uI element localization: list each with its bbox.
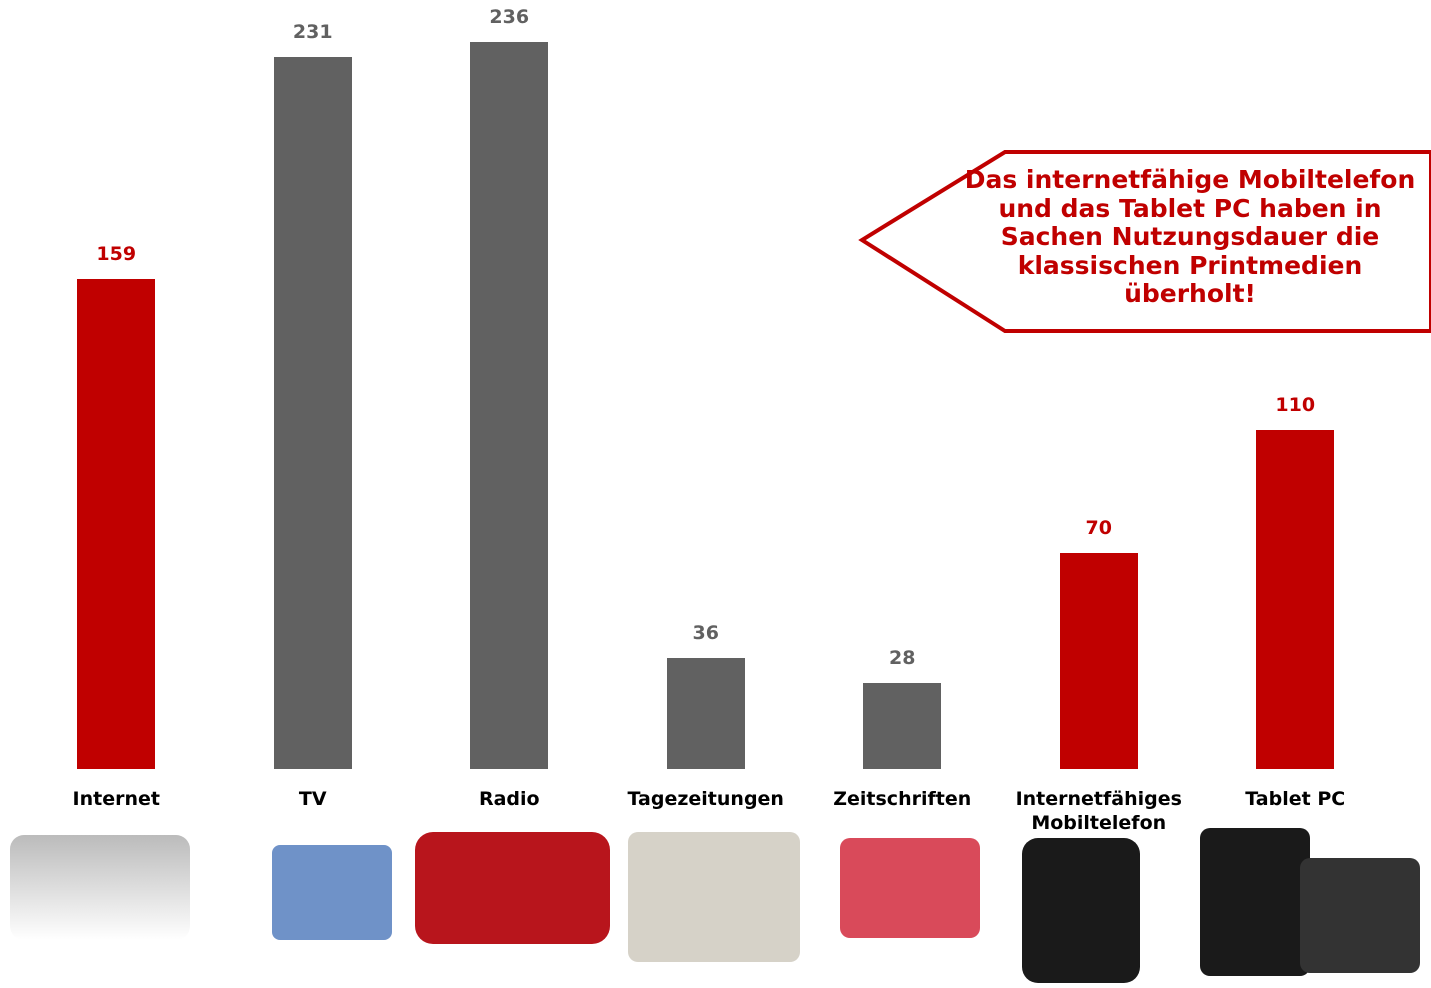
x-tick-label: Internet <box>18 787 214 811</box>
tv-image <box>272 845 392 940</box>
chart: Das internetfähige Mobiltelefon und das … <box>0 0 1431 988</box>
value-label: 36 <box>646 622 766 644</box>
phone-image <box>1022 838 1140 983</box>
internet-image <box>10 835 190 940</box>
bar <box>667 658 745 769</box>
bar <box>1060 553 1138 769</box>
bar <box>77 279 155 769</box>
x-tick-label: Tablet PC <box>1197 787 1393 811</box>
bar <box>274 57 352 769</box>
value-label: 231 <box>253 21 373 43</box>
x-tick-label: Zeitschriften <box>804 787 1000 811</box>
bar <box>863 683 941 769</box>
x-tick-label: TV <box>215 787 411 811</box>
newspaper-image <box>628 832 800 962</box>
x-tick-label: Internetfähiges Mobiltelefon <box>1001 787 1197 835</box>
value-label: 159 <box>56 243 176 265</box>
bar <box>1256 430 1334 769</box>
tablet-image <box>1300 858 1420 973</box>
x-tick-label: Tagezeitungen <box>608 787 804 811</box>
value-label: 28 <box>842 647 962 669</box>
radio-image <box>415 832 610 944</box>
value-label: 110 <box>1235 394 1355 416</box>
decoration <box>0 0 1431 988</box>
value-label: 236 <box>449 6 569 28</box>
x-tick-label: Radio <box>411 787 607 811</box>
annotation: Das internetfähige Mobiltelefon und das … <box>950 166 1430 309</box>
tablet-image <box>1200 828 1310 976</box>
value-label: 70 <box>1039 517 1159 539</box>
bar <box>470 42 548 769</box>
magazine-image <box>840 838 980 938</box>
